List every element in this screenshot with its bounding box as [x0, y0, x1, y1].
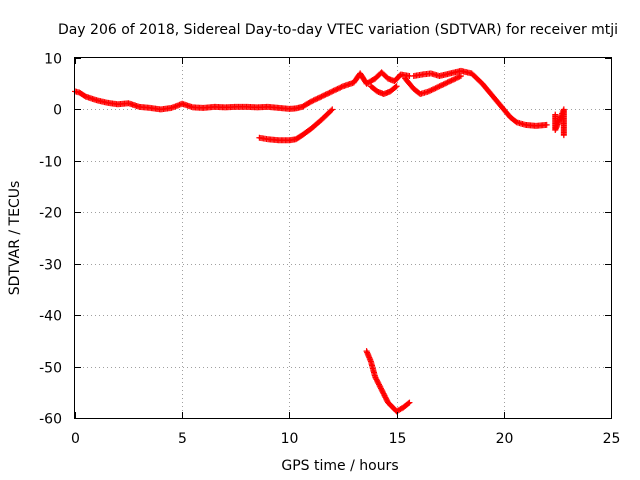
marks-layer [72, 67, 567, 415]
data-point [429, 86, 436, 93]
data-point [441, 80, 448, 87]
data-point [393, 83, 400, 90]
y-tick-label: -40 [39, 309, 62, 325]
data-point [431, 85, 438, 92]
data-point [315, 94, 322, 101]
data-point [318, 93, 325, 100]
data-point [338, 83, 345, 90]
ticks-layer: 0 5 10 15 20 25 10 0 -10 -20 -30 -40 -50 -60 [39, 52, 620, 448]
data-point [447, 78, 454, 85]
series-track-e [256, 106, 336, 144]
y-tick-label: -10 [39, 155, 62, 171]
data-point [314, 95, 321, 102]
x-tick-label: 5 [178, 431, 187, 447]
data-point [310, 97, 317, 104]
data-point [443, 80, 450, 87]
data-point [433, 84, 440, 91]
data-point [406, 399, 413, 406]
data-point [455, 74, 462, 81]
data-point [335, 85, 342, 92]
data-point [449, 76, 456, 83]
data-point [440, 81, 447, 88]
series-track-a [72, 69, 413, 113]
x-tick-label: 20 [496, 431, 514, 447]
data-point [319, 92, 326, 99]
series-track-b [367, 83, 400, 97]
data-point [444, 79, 451, 86]
x-axis-label: GPS time / hours [281, 458, 398, 474]
data-point [329, 88, 336, 95]
data-point [321, 92, 328, 99]
y-tick-label: -20 [39, 206, 62, 222]
data-point [322, 91, 329, 98]
data-point [307, 98, 314, 105]
y-axis-label: SDTVAR / TECUs [7, 181, 23, 296]
data-point [432, 85, 439, 92]
data-point [325, 90, 332, 97]
chart-title: Day 206 of 2018, Sidereal Day-to-day VTE… [58, 22, 618, 38]
data-point [435, 83, 442, 90]
data-point [333, 86, 340, 93]
y-tick-label: -30 [39, 258, 62, 274]
data-point [337, 84, 344, 91]
y-tick-label: 10 [44, 52, 62, 68]
data-point [311, 96, 318, 103]
data-point [309, 98, 316, 105]
x-tick-label: 15 [389, 431, 407, 447]
data-point [453, 74, 460, 81]
data-point [560, 132, 567, 139]
data-point [448, 77, 455, 84]
data-point [428, 87, 435, 94]
data-point [452, 75, 459, 82]
data-point [451, 76, 458, 83]
y-tick-label: -50 [39, 361, 62, 377]
y-tick-label: 0 [53, 103, 62, 119]
x-tick-label: 10 [281, 431, 299, 447]
data-point [425, 88, 432, 95]
series-track-f [363, 348, 413, 415]
data-point [326, 89, 333, 96]
series-track-d [410, 67, 550, 129]
data-point [427, 87, 434, 94]
y-tick-label: -60 [39, 412, 62, 428]
data-point [323, 91, 330, 97]
data-point [327, 89, 334, 96]
series-track-g [552, 106, 567, 139]
data-point [329, 106, 336, 113]
data-point [439, 82, 446, 88]
x-tick-label: 0 [71, 431, 80, 447]
data-point [392, 84, 399, 91]
plot-frame [74, 57, 612, 419]
data-point [436, 83, 443, 90]
data-point [313, 96, 320, 103]
data-point [457, 73, 464, 79]
data-point [456, 73, 463, 80]
data-point [328, 107, 335, 114]
data-point [437, 82, 444, 89]
data-point [334, 85, 341, 92]
data-point [331, 87, 338, 94]
x-tick-label: 25 [603, 431, 621, 447]
data-point [330, 87, 337, 94]
data-point [317, 94, 324, 101]
data-point [405, 400, 412, 407]
grid-layer [75, 58, 611, 418]
data-point [445, 78, 452, 85]
data-point [543, 121, 550, 128]
series-track-c [402, 73, 464, 97]
